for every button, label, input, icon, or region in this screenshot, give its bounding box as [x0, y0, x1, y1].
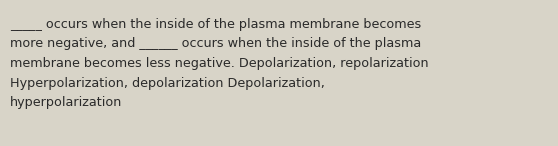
- Text: hyperpolarization: hyperpolarization: [10, 96, 122, 109]
- Text: Hyperpolarization, depolarization Depolarization,: Hyperpolarization, depolarization Depola…: [10, 77, 325, 89]
- Text: more negative, and ______ occurs when the inside of the plasma: more negative, and ______ occurs when th…: [10, 38, 421, 51]
- Text: _____ occurs when the inside of the plasma membrane becomes: _____ occurs when the inside of the plas…: [10, 18, 421, 31]
- Text: membrane becomes less negative. Depolarization, repolarization: membrane becomes less negative. Depolari…: [10, 57, 429, 70]
